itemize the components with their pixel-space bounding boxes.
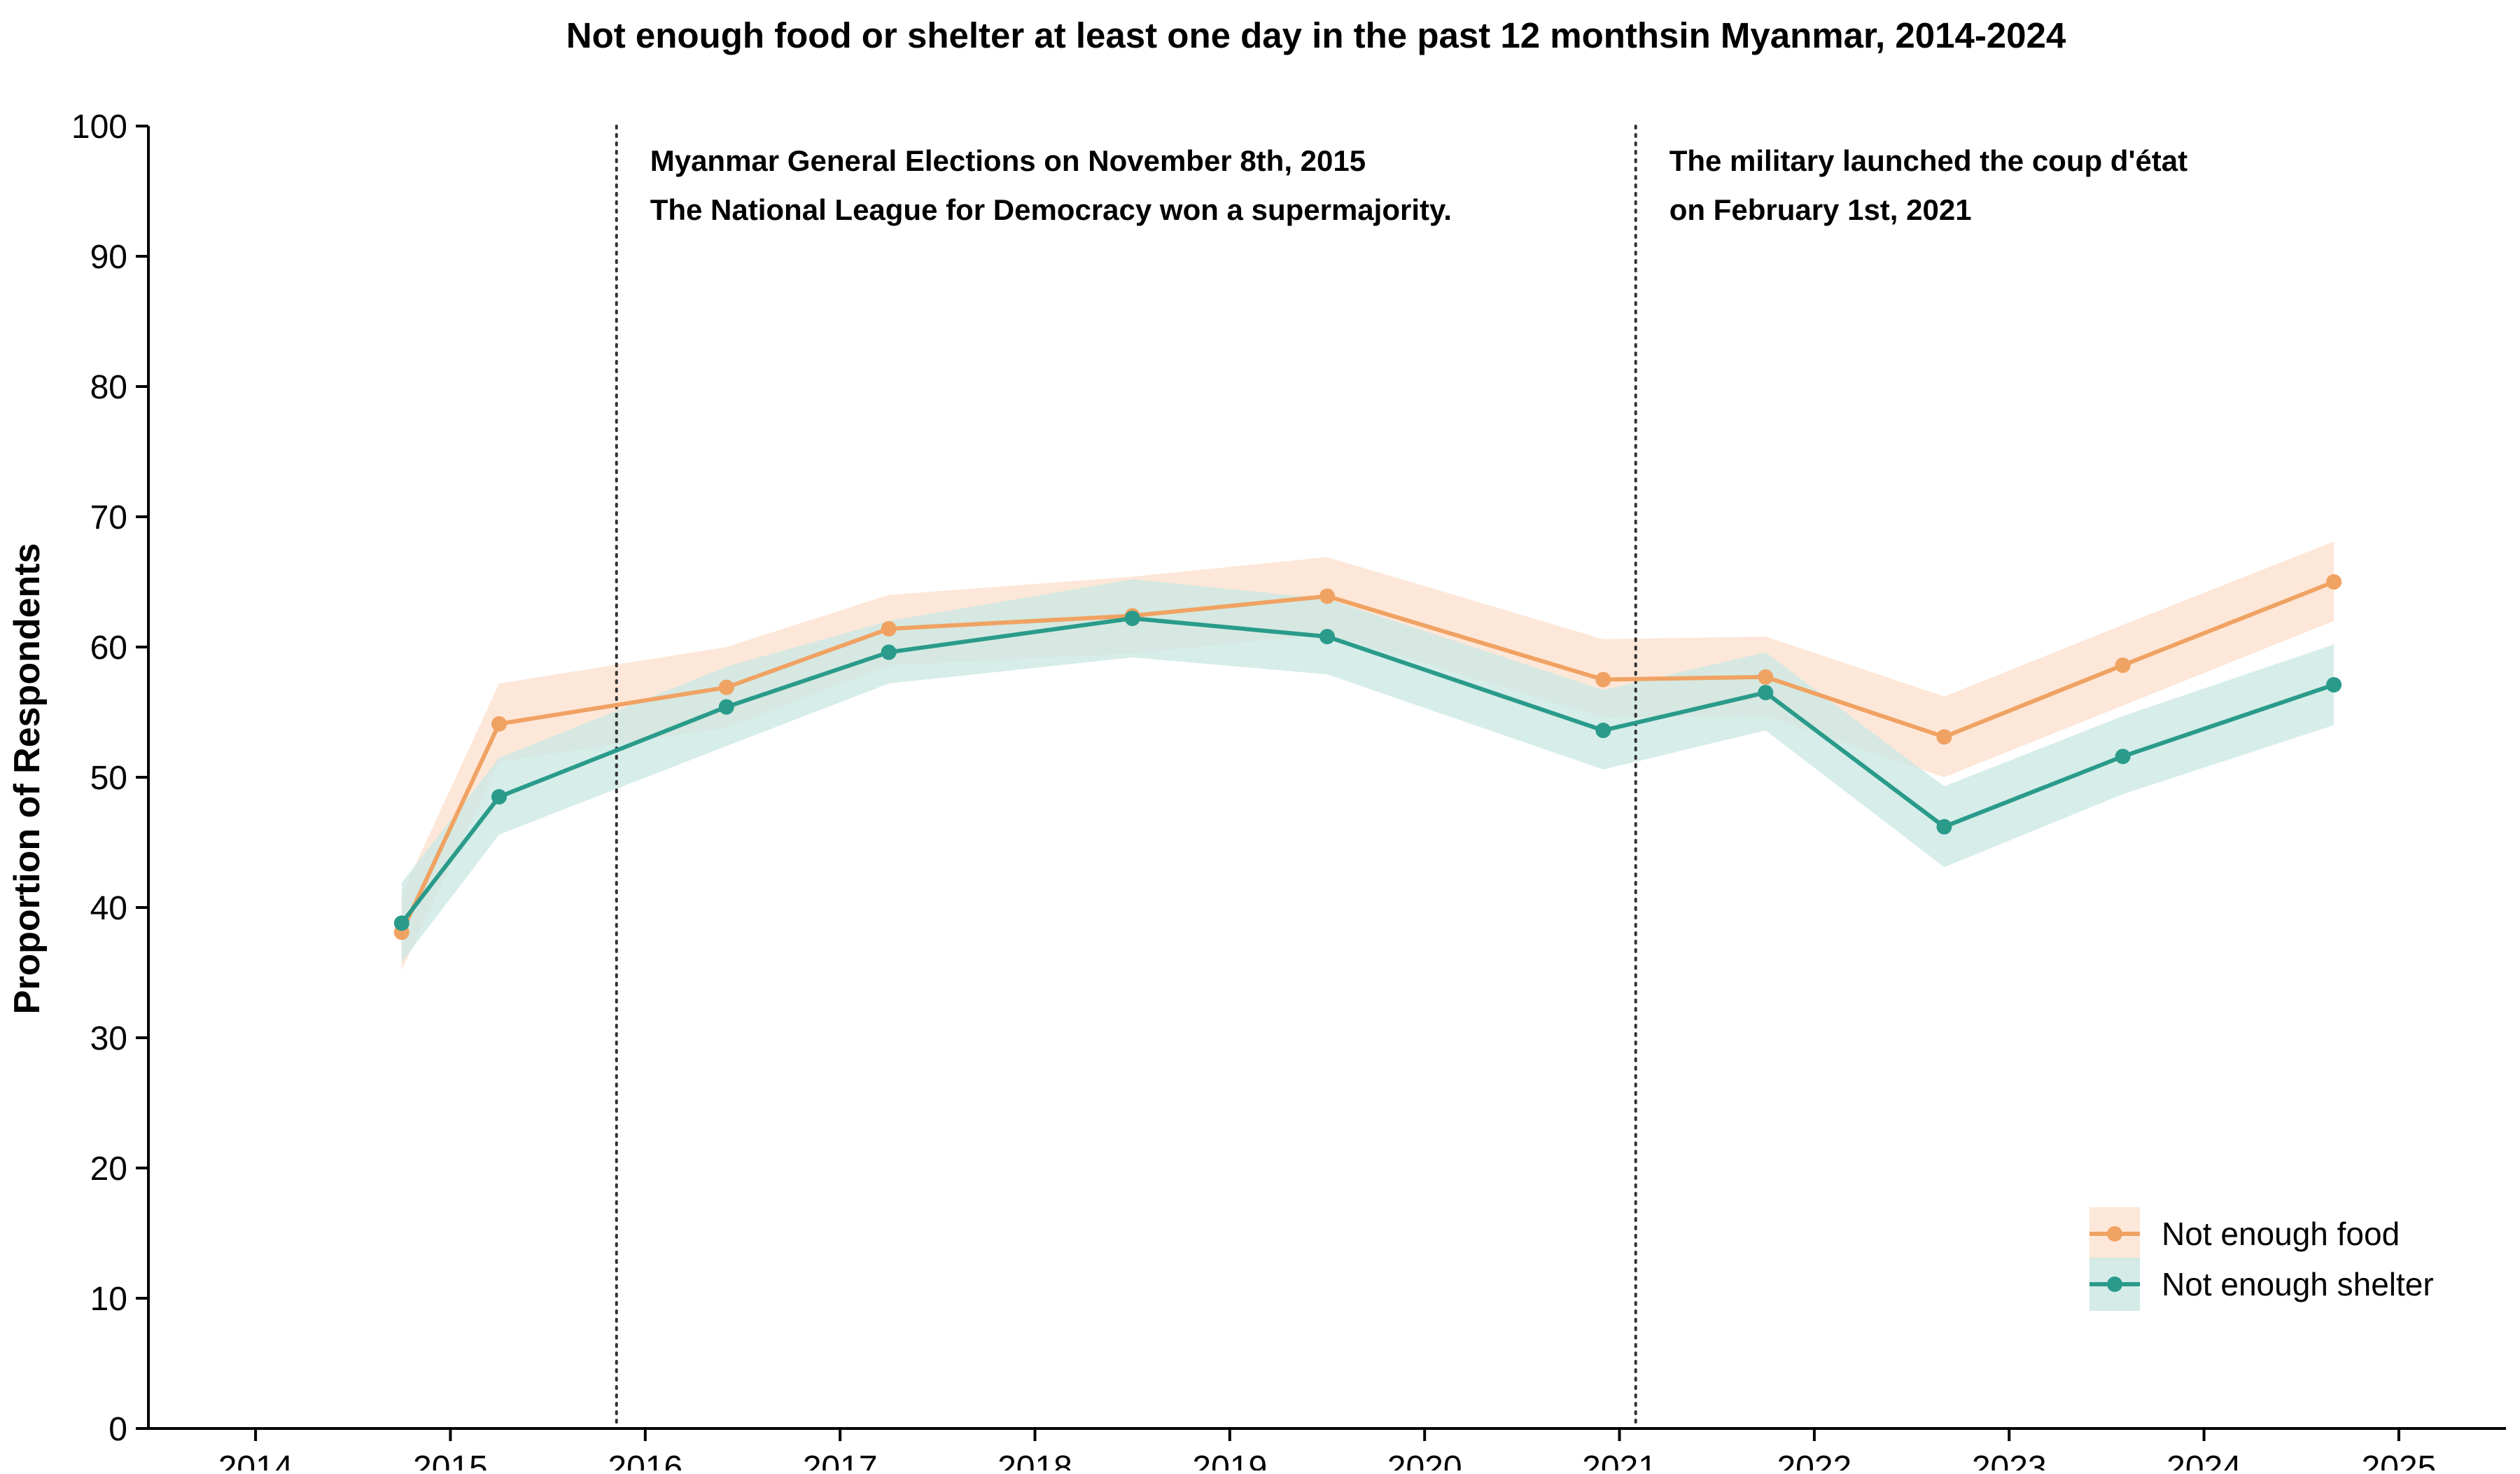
x-tick-label-6: 2020 xyxy=(1387,1449,1462,1470)
x-tick-label-9: 2023 xyxy=(1972,1449,2047,1470)
chart-title: Not enough food or shelter at least one … xyxy=(566,15,2066,55)
data-point-1-10 xyxy=(2326,676,2342,693)
data-point-0-5 xyxy=(1320,588,1335,604)
legend: Not enough food Not enough shelter xyxy=(2090,1207,2434,1311)
annotation-0-line-1: The National League for Democracy won a … xyxy=(650,193,1452,226)
data-point-0-9 xyxy=(2115,658,2131,674)
annotation-1-line-1: on February 1st, 2021 xyxy=(1670,193,1972,226)
annotation-0-line-0: Myanmar General Elections on November 8t… xyxy=(650,144,1366,177)
x-tick-label-3: 2017 xyxy=(803,1449,878,1470)
annotations: Myanmar General Elections on November 8t… xyxy=(650,144,2188,226)
legend-swatch-marker-0 xyxy=(2107,1226,2122,1242)
series-points xyxy=(393,574,2342,940)
data-point-1-8 xyxy=(1936,819,1952,835)
y-axis-label: Proportion of Respondents xyxy=(7,543,48,1014)
data-point-0-10 xyxy=(2326,574,2342,590)
legend-swatch-marker-1 xyxy=(2107,1277,2122,1292)
data-point-1-0 xyxy=(393,915,410,931)
x-tick-label-2: 2016 xyxy=(608,1449,682,1470)
data-point-0-8 xyxy=(1936,729,1952,745)
data-point-0-2 xyxy=(718,679,734,695)
y-tick-label-3: 30 xyxy=(90,1020,127,1057)
confidence-bands xyxy=(401,541,2334,971)
data-point-1-5 xyxy=(1320,629,1335,645)
data-point-1-1 xyxy=(491,788,507,805)
x-tick-label-4: 2018 xyxy=(997,1449,1072,1470)
x-tick-label-1: 2015 xyxy=(413,1449,488,1470)
confidence-band-1 xyxy=(401,579,2334,963)
y-tick-label-4: 40 xyxy=(90,890,127,927)
data-point-1-9 xyxy=(2115,749,2131,765)
y-tick-label-8: 80 xyxy=(90,369,127,406)
data-point-0-7 xyxy=(1758,669,1774,685)
legend-label-1: Not enough shelter xyxy=(2162,1266,2434,1302)
x-tick-label-5: 2019 xyxy=(1192,1449,1267,1470)
y-tick-label-9: 90 xyxy=(90,239,127,276)
x-tick-label-10: 2024 xyxy=(2166,1449,2241,1470)
y-tick-label-0: 0 xyxy=(108,1411,127,1448)
annotation-1-line-0: The military launched the coup d'état xyxy=(1670,144,2188,177)
data-point-0-6 xyxy=(1595,672,1611,688)
data-point-1-2 xyxy=(718,699,734,715)
data-point-1-7 xyxy=(1758,685,1774,701)
y-tick-label-6: 60 xyxy=(90,630,127,667)
data-point-1-3 xyxy=(881,644,897,660)
legend-label-0: Not enough food xyxy=(2162,1216,2400,1252)
axes: 0 10 20 30 40 50 60 70 80 90 100 2014 2015 2016 2017 20… xyxy=(71,109,2506,1474)
x-tick-label-0: 2014 xyxy=(218,1449,293,1470)
x-tick-label-8: 2022 xyxy=(1777,1449,1851,1470)
y-tick-label-10: 100 xyxy=(71,109,127,146)
x-tick-label-11: 2025 xyxy=(2362,1449,2437,1470)
event-lines xyxy=(615,125,1637,1430)
y-tick-label-1: 10 xyxy=(90,1281,127,1318)
y-tick-label-7: 70 xyxy=(90,499,127,536)
x-tick-label-7: 2021 xyxy=(1582,1449,1657,1470)
data-point-0-1 xyxy=(491,716,507,732)
data-point-1-4 xyxy=(1124,611,1140,627)
data-point-1-6 xyxy=(1595,723,1611,739)
y-tick-label-5: 50 xyxy=(90,760,127,797)
data-point-0-3 xyxy=(881,620,897,637)
y-tick-label-2: 20 xyxy=(90,1150,127,1188)
